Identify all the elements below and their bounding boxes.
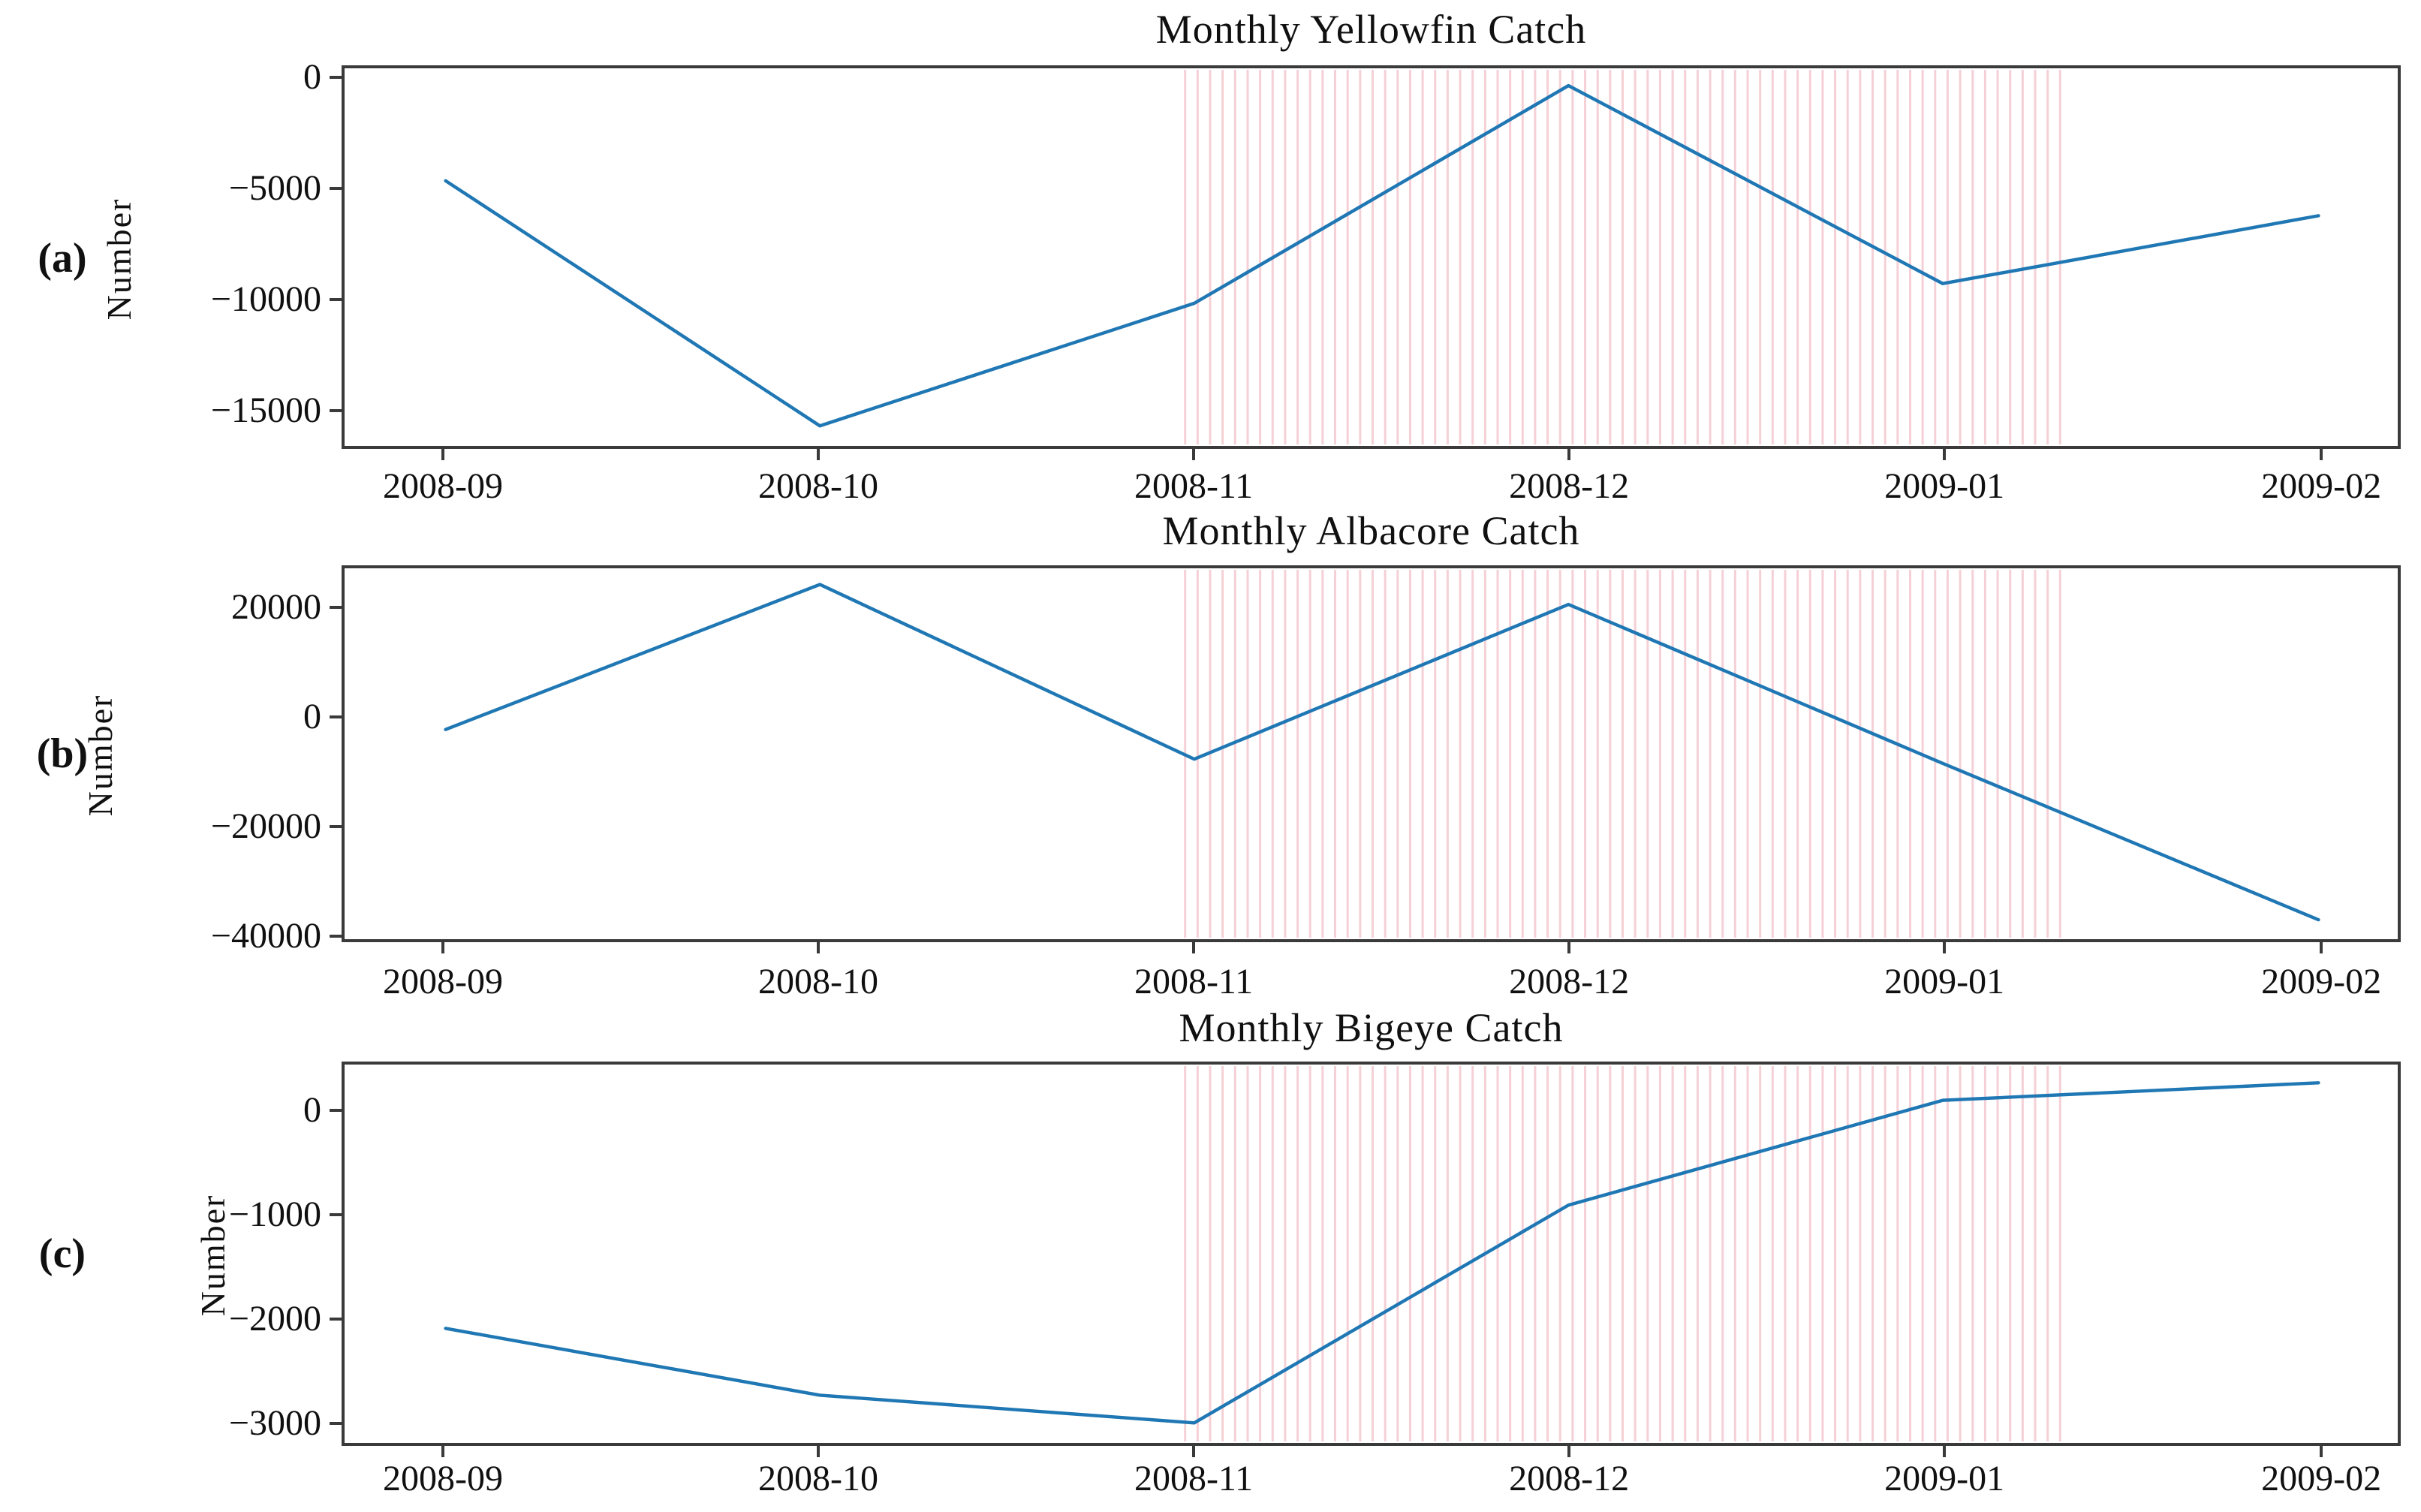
x-tick-label: 2008-09 [382, 1459, 503, 1498]
yellowfin-line-chart [444, 69, 2320, 445]
x-tick-label: 2009-01 [1884, 962, 2005, 1001]
panel-label-b: (b) [36, 730, 89, 777]
y-tick-mark [330, 1318, 342, 1321]
y-tick-mark [330, 298, 342, 302]
x-tick-label: 2008-12 [1509, 466, 1630, 506]
x-tick-mark [2320, 942, 2323, 953]
x-tick-label: 2009-01 [1884, 1459, 2005, 1498]
y-tick-label: 0 [303, 56, 321, 97]
y-axis-label-a: Number [100, 197, 138, 321]
y-tick-mark [330, 715, 342, 719]
x-tick-label: 2008-12 [1509, 962, 1630, 1001]
y-tick-mark [330, 1422, 342, 1426]
x-tick-label: 2008-09 [382, 466, 503, 506]
chart-title-bigeye: Monthly Bigeye Catch [1179, 1005, 1564, 1050]
chart-title-albacore: Monthly Albacore Catch [1162, 508, 1580, 553]
y-tick-mark [330, 606, 342, 610]
x-tick-mark [817, 1446, 820, 1457]
y-tick-label: 0 [303, 1090, 321, 1131]
panel-label-a: (a) [38, 235, 87, 282]
y-tick-label: 0 [303, 697, 321, 737]
x-tick-mark [2320, 1446, 2323, 1457]
x-tick-label: 2008-12 [1509, 1459, 1630, 1498]
x-tick-label: 2009-02 [2261, 466, 2382, 506]
x-tick-mark [1943, 1446, 1947, 1457]
data-series-line [444, 83, 2320, 428]
x-tick-mark [1567, 1446, 1571, 1457]
data-series-line [444, 583, 2320, 922]
y-tick-label: −40000 [210, 915, 321, 956]
x-tick-label: 2009-01 [1884, 466, 2005, 506]
y-tick-mark [330, 825, 342, 829]
y-tick-mark [330, 75, 342, 79]
bigeye-line-chart [444, 1065, 2320, 1442]
y-axis-label-b: Number [81, 694, 119, 817]
plot-area-bigeye [342, 1062, 2401, 1446]
x-tick-label: 2008-09 [382, 962, 503, 1001]
x-tick-mark [1567, 449, 1571, 460]
x-tick-mark [1567, 942, 1571, 953]
y-axis-label-c: Number [194, 1194, 232, 1317]
x-tick-label: 2008-10 [758, 466, 878, 506]
y-tick-label: −20000 [210, 806, 321, 847]
plot-area-albacore [342, 565, 2401, 942]
x-tick-mark [441, 1446, 444, 1457]
x-tick-mark [1192, 942, 1196, 953]
y-tick-mark [330, 1109, 342, 1113]
y-tick-mark [330, 187, 342, 191]
x-tick-label: 2008-11 [1134, 466, 1254, 506]
y-tick-mark [330, 934, 342, 938]
y-tick-label: −3000 [228, 1403, 321, 1444]
y-tick-mark [330, 409, 342, 413]
x-tick-label: 2008-11 [1134, 1459, 1254, 1498]
x-tick-label: 2008-10 [758, 962, 878, 1001]
x-tick-label: 2009-02 [2261, 1459, 2382, 1498]
chart-title-yellowfin: Monthly Yellowfin Catch [1155, 7, 1587, 52]
x-tick-mark [1192, 1446, 1196, 1457]
plot-area-yellowfin [342, 65, 2401, 449]
x-tick-mark [441, 942, 444, 953]
panel-label-c: (c) [38, 1230, 86, 1277]
x-tick-mark [1943, 942, 1947, 953]
y-tick-label: −15000 [210, 390, 321, 431]
albacore-line-chart [444, 569, 2320, 938]
y-tick-mark [330, 1213, 342, 1217]
x-tick-mark [1943, 449, 1947, 460]
y-tick-label: 20000 [231, 587, 321, 628]
x-tick-mark [817, 942, 820, 953]
x-tick-mark [2320, 449, 2323, 460]
x-tick-label: 2008-10 [758, 1459, 878, 1498]
x-tick-mark [1192, 449, 1196, 460]
x-tick-mark [441, 449, 444, 460]
x-tick-mark [817, 449, 820, 460]
x-tick-label: 2008-11 [1134, 962, 1254, 1001]
x-tick-label: 2009-02 [2261, 962, 2382, 1001]
data-series-line [444, 1081, 2320, 1425]
